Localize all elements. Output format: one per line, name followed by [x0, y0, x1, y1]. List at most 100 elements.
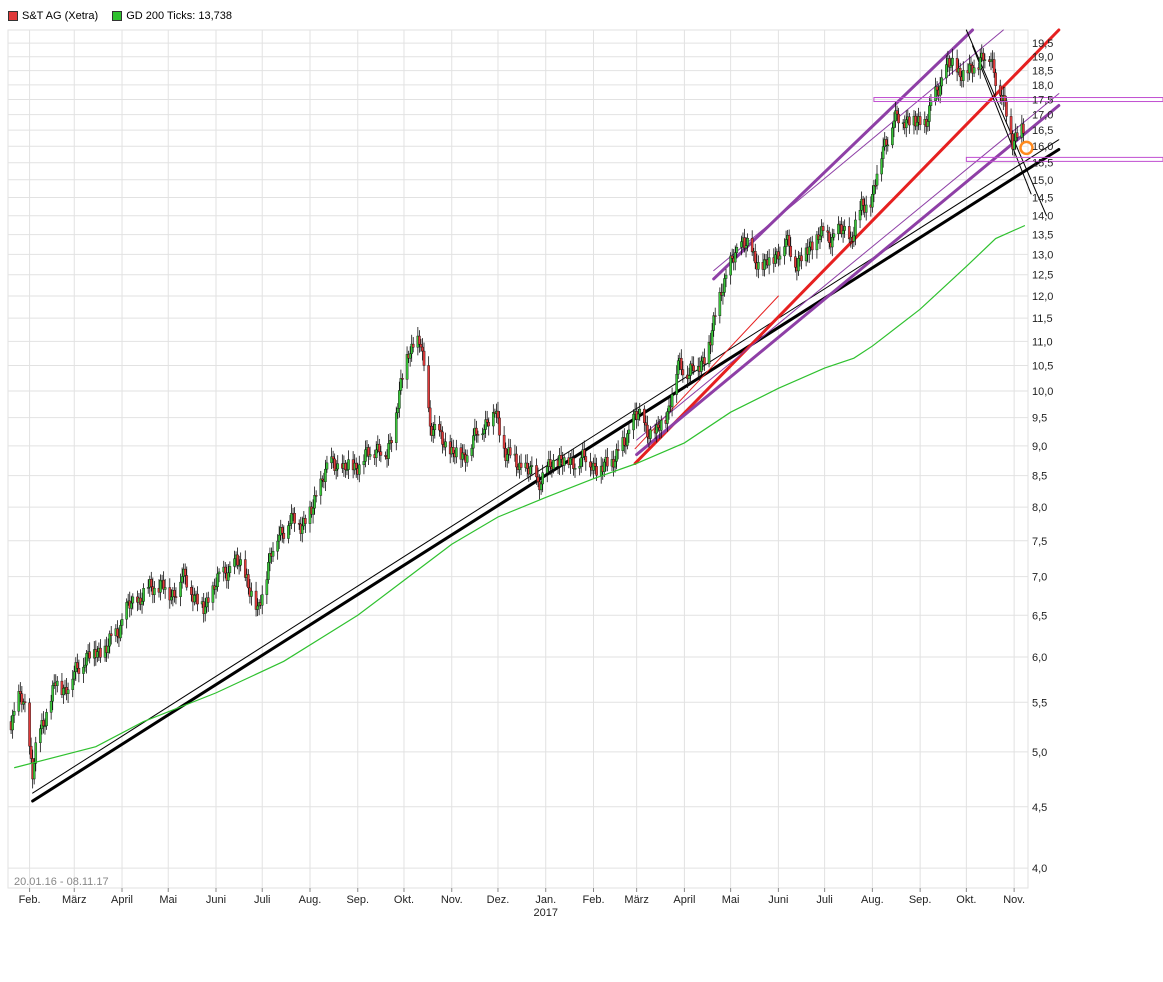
candle: [384, 451, 387, 460]
candle: [462, 444, 466, 461]
candle: [162, 571, 165, 595]
candle: [268, 547, 272, 572]
candle: [444, 432, 447, 457]
candle-body: [34, 742, 38, 764]
candle-body: [763, 259, 766, 270]
candle: [76, 653, 79, 673]
candle-body: [787, 235, 791, 247]
candle-body: [892, 120, 896, 129]
candle: [644, 415, 648, 433]
candle: [778, 246, 782, 266]
candle: [180, 567, 184, 589]
candle-body: [321, 478, 324, 481]
candle-body: [569, 457, 572, 465]
candle: [632, 409, 635, 439]
candle-body: [735, 247, 739, 253]
y-tick-label: 7,5: [1032, 536, 1047, 548]
candle-body: [746, 237, 749, 246]
candle: [730, 248, 734, 264]
x-tick-label: April: [673, 894, 695, 906]
candle-body: [646, 424, 649, 438]
legend-item-price: S&T AG (Xetra): [8, 10, 98, 22]
candle: [408, 346, 412, 367]
candle: [475, 420, 478, 443]
candle-body: [572, 457, 575, 469]
candle-body: [820, 226, 823, 237]
candle-body: [730, 255, 734, 259]
candle: [470, 444, 474, 462]
y-tick-label: 15,5: [1032, 158, 1053, 170]
y-axis: 4,0 4,5 5,0 5,5 6,0 6,5 7,0 7,5 8,0 8,5 9,0 9,5 10,0…: [1032, 38, 1053, 875]
candle-body: [992, 59, 996, 73]
y-tick-label: 15,0: [1032, 175, 1053, 187]
candle: [777, 243, 780, 267]
candle: [401, 373, 404, 388]
candle: [1009, 108, 1013, 144]
candle-body: [841, 230, 845, 235]
candle-body: [627, 429, 631, 434]
chart-markers: [1019, 140, 1034, 156]
candle-body: [800, 255, 803, 262]
candle-body: [978, 57, 982, 70]
candle-body: [938, 85, 942, 96]
candle-body: [643, 408, 646, 423]
candle: [216, 566, 219, 592]
trendline: [634, 295, 779, 450]
candle: [713, 307, 717, 326]
legend-label-ma: GD 200 Ticks: 13,738: [126, 10, 232, 22]
candle-body: [484, 419, 487, 430]
candle: [364, 440, 367, 468]
moving-average-series: [14, 224, 1026, 769]
candle: [638, 402, 642, 421]
candle: [615, 443, 618, 470]
candle-body: [592, 462, 595, 471]
candle-body: [29, 745, 33, 759]
candle-body: [233, 558, 236, 567]
candle: [331, 450, 335, 469]
candle-body: [826, 230, 829, 233]
candle: [83, 657, 87, 672]
candle-body: [162, 579, 165, 590]
candle: [666, 408, 669, 432]
candle: [476, 430, 480, 443]
chart-grid: [7, 29, 1029, 889]
candle-body: [153, 587, 156, 595]
candle-body: [476, 434, 480, 436]
candle: [129, 595, 133, 616]
candle-body: [827, 231, 831, 243]
candle-body: [410, 343, 413, 354]
candle-body: [336, 463, 340, 470]
y-tick-label: 16,0: [1032, 141, 1053, 153]
candle: [140, 592, 144, 614]
candle: [681, 361, 685, 383]
candle: [940, 69, 944, 95]
candle: [992, 52, 996, 78]
candle-body: [667, 405, 671, 412]
candle: [120, 613, 124, 635]
candle-body: [319, 478, 323, 496]
candle: [636, 408, 640, 427]
trendline: [712, 28, 975, 281]
candle-body: [847, 226, 851, 240]
candle-body: [236, 554, 239, 566]
candle-body: [277, 534, 281, 542]
candle: [109, 625, 113, 645]
candle: [994, 68, 997, 96]
candle: [379, 445, 383, 463]
candle-body: [578, 466, 581, 469]
candle-body: [390, 440, 393, 443]
candle-body: [692, 365, 695, 372]
candle: [826, 224, 829, 242]
candle-body: [108, 633, 111, 647]
candle: [271, 542, 275, 563]
candle-body: [427, 365, 430, 409]
candle-body: [267, 562, 270, 580]
candle: [767, 249, 771, 275]
legend-swatch-price: [8, 11, 18, 21]
x-tick-label: Okt.: [956, 894, 976, 906]
candle: [1015, 125, 1019, 142]
candle-body: [881, 146, 885, 159]
candle: [729, 252, 732, 285]
candle-body: [140, 601, 144, 605]
x-tick-label: Feb.: [582, 894, 604, 906]
